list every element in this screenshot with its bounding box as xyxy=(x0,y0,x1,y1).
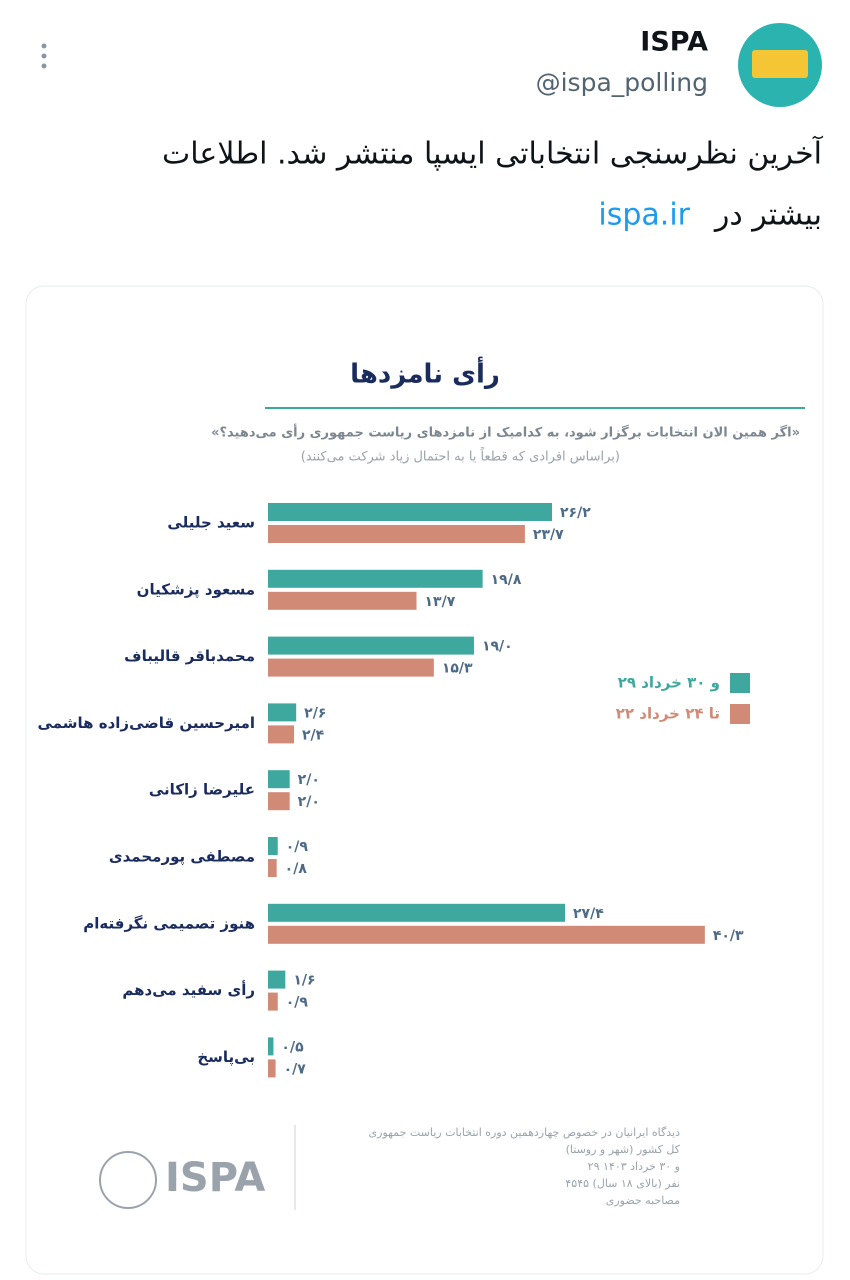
bar xyxy=(268,658,434,677)
menu-dot xyxy=(41,63,47,69)
category-label: هنوز تصمیمی نگرفته‌ام xyxy=(83,914,255,932)
category-label: رأی سفید می‌دهم xyxy=(122,980,255,999)
value-label: ۱۹/۸ xyxy=(491,572,522,588)
category-label: مصطفی پورمحمدی xyxy=(109,848,255,867)
author-name[interactable]: ISPA xyxy=(640,27,708,58)
bar xyxy=(268,703,297,722)
value-label: ۱۵/۳ xyxy=(442,661,473,677)
value-label: ۲/۰ xyxy=(298,772,320,788)
chart-title: رأی نامزدها xyxy=(350,357,500,390)
footer-emblem xyxy=(99,1151,157,1209)
bar xyxy=(268,837,278,855)
legend-swatch xyxy=(730,673,750,693)
legend-swatch xyxy=(730,704,750,724)
footer-text: ۴۵۴۵ نفر (بالای ۱۸ سال) xyxy=(565,1177,680,1190)
menu-dot[interactable] xyxy=(41,43,47,49)
category-label: علیرضا زاکانی xyxy=(149,781,255,799)
legend-label: ۲۹ و ۳۰ خرداد xyxy=(618,674,720,692)
media-card[interactable] xyxy=(25,285,824,1275)
tweet-text: آخرین نظرسنجی انتخاباتی ایسپا منتشر شد. … xyxy=(162,136,824,172)
bar xyxy=(268,569,483,588)
value-label: ۲۶/۲ xyxy=(560,505,591,521)
footer-text: مصاحبه حضوری xyxy=(606,1194,680,1207)
chart-note: (براساس افرادی که قطعاً یا به احتمال زیا… xyxy=(301,447,620,465)
value-label: ۲۷/۴ xyxy=(573,906,604,922)
bar xyxy=(268,970,286,989)
bar xyxy=(268,1059,276,1078)
legend-label: ۲۲ تا ۲۴ خرداد xyxy=(616,705,720,723)
category-label: امیرحسین قاضی‌زاده هاشمی xyxy=(38,714,256,732)
bar xyxy=(268,925,705,944)
value-label: ۰/۹ xyxy=(286,839,309,855)
footer-logo: ISPA xyxy=(165,1155,265,1201)
value-label: ۰/۷ xyxy=(284,1061,307,1077)
bar xyxy=(268,591,417,610)
menu-dot xyxy=(41,53,47,59)
bar xyxy=(268,859,277,877)
value-label: ۲/۰ xyxy=(298,794,320,810)
value-label: ۱/۶ xyxy=(293,973,315,989)
author-handle[interactable]: @ispa_polling xyxy=(536,68,708,97)
value-label: ۲/۶ xyxy=(304,705,326,721)
bar xyxy=(268,636,474,655)
value-label: ۲۳/۷ xyxy=(533,527,564,543)
value-label: ۴۰/۳ xyxy=(713,928,744,944)
footer-text: کل کشور (شهر و روستا) xyxy=(566,1143,681,1156)
footer-text: دیدگاه ایرانیان در خصوص چهاردهمین دوره ا… xyxy=(369,1126,681,1139)
value-label: ۰/۵ xyxy=(281,1039,304,1055)
value-label: ۰/۹ xyxy=(286,995,309,1011)
footer-text: ۲۹ و ۳۰ خرداد ۱۴۰۳ xyxy=(588,1160,680,1173)
tweet-text: بیشتر در xyxy=(713,198,822,233)
bar xyxy=(268,992,278,1011)
bar xyxy=(268,1037,274,1056)
chart-subtitle: «اگر همین الان انتخابات برگزار شود، به ک… xyxy=(211,424,800,441)
bar xyxy=(268,525,525,543)
bar xyxy=(268,792,290,811)
bar xyxy=(268,725,295,744)
bar xyxy=(268,770,290,789)
category-label: محمدباقر قالیباف xyxy=(124,647,255,665)
category-label: سعید جلیلی xyxy=(167,514,255,532)
value-label: ۰/۸ xyxy=(285,861,308,877)
category-label: مسعود پزشکیان xyxy=(137,580,255,599)
value-label: ۱۳/۷ xyxy=(425,594,456,610)
tweet-link[interactable]: ispa.ir xyxy=(598,198,690,233)
bar xyxy=(268,903,566,922)
bar xyxy=(268,503,553,521)
avatar-logo xyxy=(752,50,808,78)
value-label: ۱۹/۰ xyxy=(482,639,513,655)
category-label: بی‌پاسخ xyxy=(197,1048,255,1067)
value-label: ۲/۴ xyxy=(302,727,325,743)
